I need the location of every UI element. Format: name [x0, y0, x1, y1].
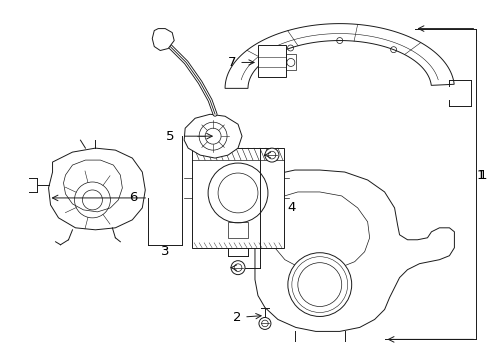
Text: 1: 1 — [477, 168, 486, 181]
Polygon shape — [152, 28, 174, 50]
Polygon shape — [224, 24, 453, 88]
Text: 2: 2 — [232, 311, 261, 324]
Polygon shape — [258, 45, 285, 77]
Circle shape — [230, 261, 244, 275]
Polygon shape — [254, 170, 453, 332]
Polygon shape — [48, 148, 145, 230]
Polygon shape — [192, 148, 284, 248]
Text: 1: 1 — [475, 168, 484, 181]
Text: 6: 6 — [129, 192, 137, 204]
Text: 3: 3 — [161, 245, 169, 258]
Text: 5: 5 — [165, 130, 174, 143]
Polygon shape — [184, 114, 242, 158]
Circle shape — [264, 148, 278, 162]
Circle shape — [208, 163, 267, 223]
Text: 7: 7 — [227, 56, 254, 69]
Text: 4: 4 — [287, 201, 295, 215]
Circle shape — [287, 253, 351, 316]
Circle shape — [259, 318, 270, 329]
